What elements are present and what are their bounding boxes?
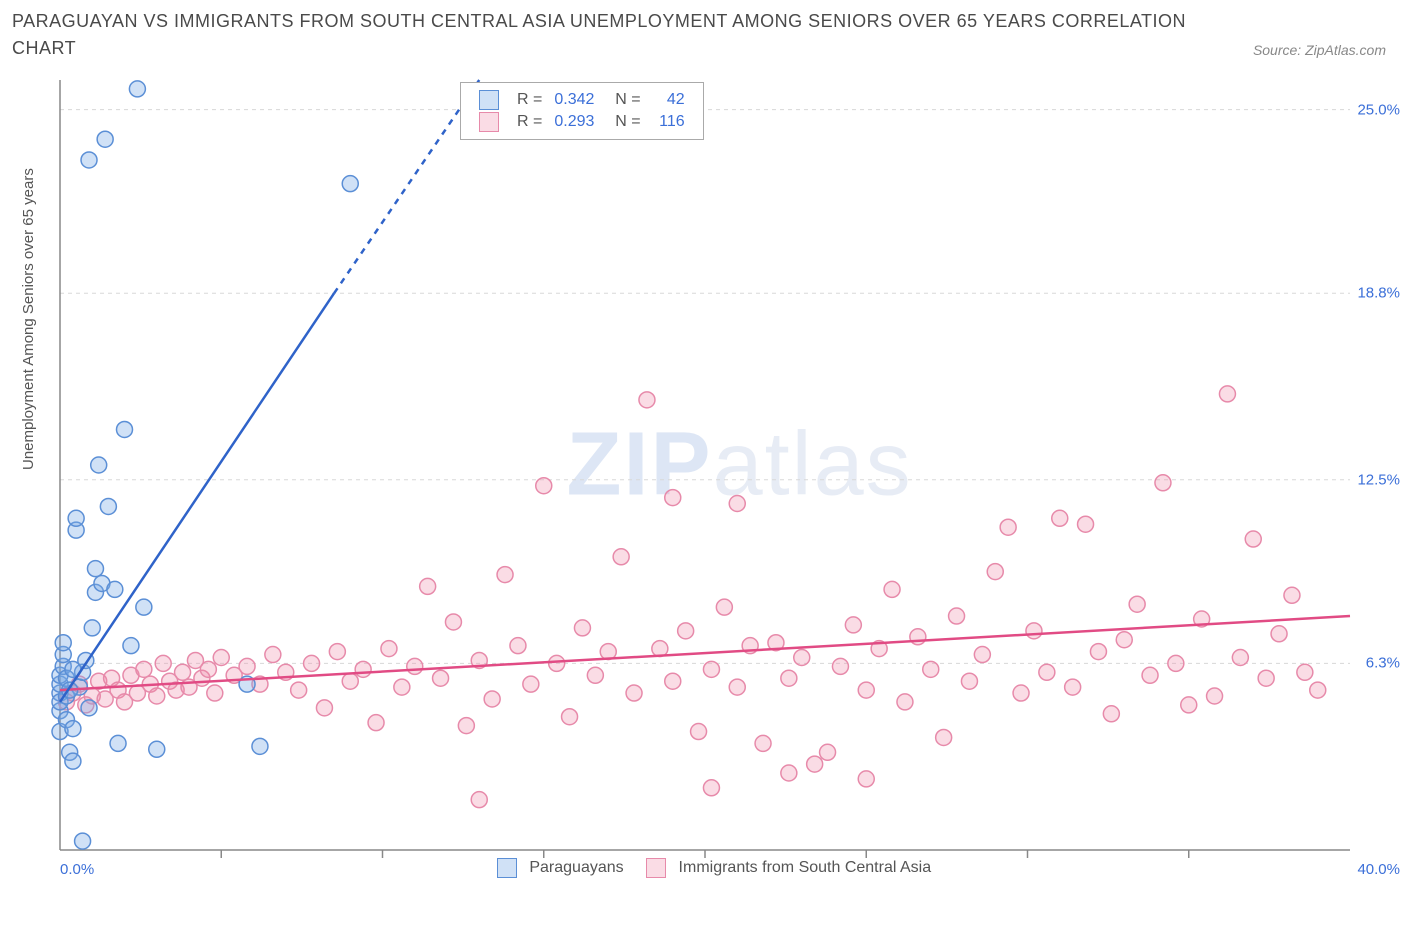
scatter-plot bbox=[60, 80, 1350, 850]
correlation-legend: R = 0.342 N = 42 R = 0.293 N = 116 bbox=[460, 82, 704, 140]
n-value-sca: 116 bbox=[647, 111, 691, 133]
swatch-paraguayans bbox=[497, 858, 517, 878]
chart-container: PARAGUAYAN VS IMMIGRANTS FROM SOUTH CENT… bbox=[0, 0, 1406, 930]
plot-area: ZIPatlas 6.3% 12.5% 18.8% 25.0% 0.0% 40.… bbox=[60, 80, 1350, 850]
n-value-paraguayans: 42 bbox=[647, 89, 691, 111]
series-legend: Paraguayans Immigrants from South Centra… bbox=[60, 858, 1350, 878]
legend-row-sca: R = 0.293 N = 116 bbox=[473, 111, 691, 133]
legend-row-paraguayans: R = 0.342 N = 42 bbox=[473, 89, 691, 111]
y-axis-label: Unemployment Among Seniors over 65 years bbox=[20, 168, 37, 470]
chart-title: PARAGUAYAN VS IMMIGRANTS FROM SOUTH CENT… bbox=[12, 8, 1226, 62]
y-tick-label: 6.3% bbox=[1366, 655, 1400, 672]
swatch-paraguayans bbox=[479, 90, 499, 110]
series-label-paraguayans: Paraguayans bbox=[529, 859, 623, 876]
swatch-sca bbox=[646, 858, 666, 878]
r-value-paraguayans: 0.342 bbox=[548, 89, 600, 111]
swatch-sca bbox=[479, 112, 499, 132]
x-tick-max-label: 40.0% bbox=[1357, 861, 1400, 878]
source-attribution: Source: ZipAtlas.com bbox=[1253, 42, 1386, 58]
r-value-sca: 0.293 bbox=[548, 111, 600, 133]
series-label-sca: Immigrants from South Central Asia bbox=[679, 859, 932, 876]
y-tick-label: 12.5% bbox=[1357, 471, 1400, 488]
y-tick-label: 25.0% bbox=[1357, 101, 1400, 118]
y-tick-label: 18.8% bbox=[1357, 285, 1400, 302]
